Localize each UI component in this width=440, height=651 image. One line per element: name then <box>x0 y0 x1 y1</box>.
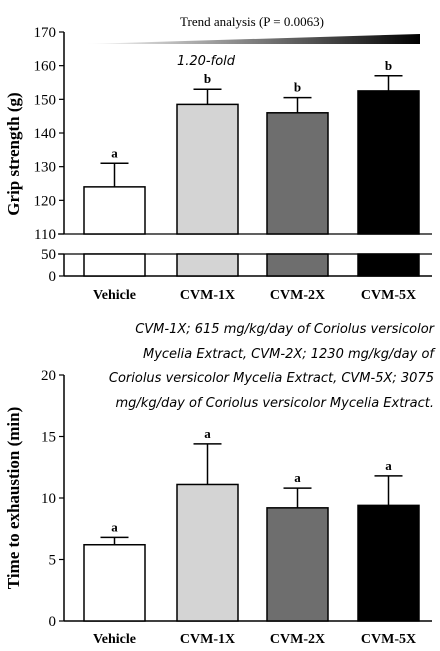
y-tick-label: 130 <box>34 160 57 176</box>
y-tick-label: 10 <box>41 491 56 507</box>
significance-letter: a <box>385 458 392 473</box>
y-axis-label: Time to exhaustion (min) <box>4 407 23 589</box>
bar-lower-CVM-2X <box>266 253 329 277</box>
significance-letter: a <box>294 470 301 485</box>
exhaustion-time-chart: 0 5 10 15 20 Time to exhaustion (min) a Vehicle… <box>4 368 432 647</box>
y-tick-label: 170 <box>34 25 57 41</box>
y-tick-label: 0 <box>49 614 57 630</box>
y-tick-label: 120 <box>34 193 57 209</box>
y-tick-label: 5 <box>49 553 57 569</box>
dose-annotation-note: CVM-1X; 615 mg/kg/day of Coriolus versic… <box>108 322 434 411</box>
y-tick-label: 110 <box>34 227 56 243</box>
significance-letter: a <box>111 519 118 534</box>
bar-upper-CVM-1X <box>176 103 239 235</box>
y-tick-label: 160 <box>34 59 57 75</box>
y-tick-label: 15 <box>41 430 56 446</box>
bar-CVM-1X <box>176 483 239 622</box>
fold-change-annotation: 1.20-fold <box>177 54 236 69</box>
bar-CVM-2X <box>266 507 329 622</box>
x-tick-label: CVM-5X <box>361 632 416 647</box>
y-tick-label: 140 <box>34 126 57 142</box>
trend-gradient-wedge <box>84 34 420 44</box>
bar-Vehicle <box>83 543 146 622</box>
bar-lower-CVM-1X <box>176 253 239 277</box>
x-tick-label: CVM-1X <box>180 632 235 647</box>
grip-strength-chart: 110 120 130 140 150 160 170 0 50 Grip strength (g… <box>4 14 432 303</box>
y-tick-label: 0 <box>49 269 57 285</box>
trend-analysis-label: Trend analysis (P = 0.0063) <box>180 14 324 29</box>
x-tick-label: CVM-2X <box>270 288 325 303</box>
significance-letter: a <box>111 145 118 160</box>
bar-lower-Vehicle <box>83 253 146 277</box>
y-tick-label: 50 <box>41 247 56 263</box>
bar-lower-CVM-5X <box>357 253 420 277</box>
bar-upper-Vehicle <box>83 186 146 235</box>
significance-letter: b <box>204 71 211 86</box>
x-tick-label: CVM-5X <box>361 288 416 303</box>
y-tick-label: 20 <box>41 368 56 384</box>
significance-letter: b <box>294 80 301 95</box>
bar-upper-CVM-2X <box>266 112 329 235</box>
x-tick-label: Vehicle <box>93 632 136 647</box>
x-tick-label: CVM-2X <box>270 632 325 647</box>
bar-upper-CVM-5X <box>357 90 420 235</box>
y-tick-label: 150 <box>34 92 57 108</box>
x-tick-label: Vehicle <box>93 288 136 303</box>
y-axis-label: Grip strength (g) <box>4 92 23 215</box>
significance-letter: a <box>204 426 211 441</box>
x-tick-label: CVM-1X <box>180 288 235 303</box>
bar-CVM-5X <box>357 504 420 622</box>
significance-letter: b <box>385 58 392 73</box>
